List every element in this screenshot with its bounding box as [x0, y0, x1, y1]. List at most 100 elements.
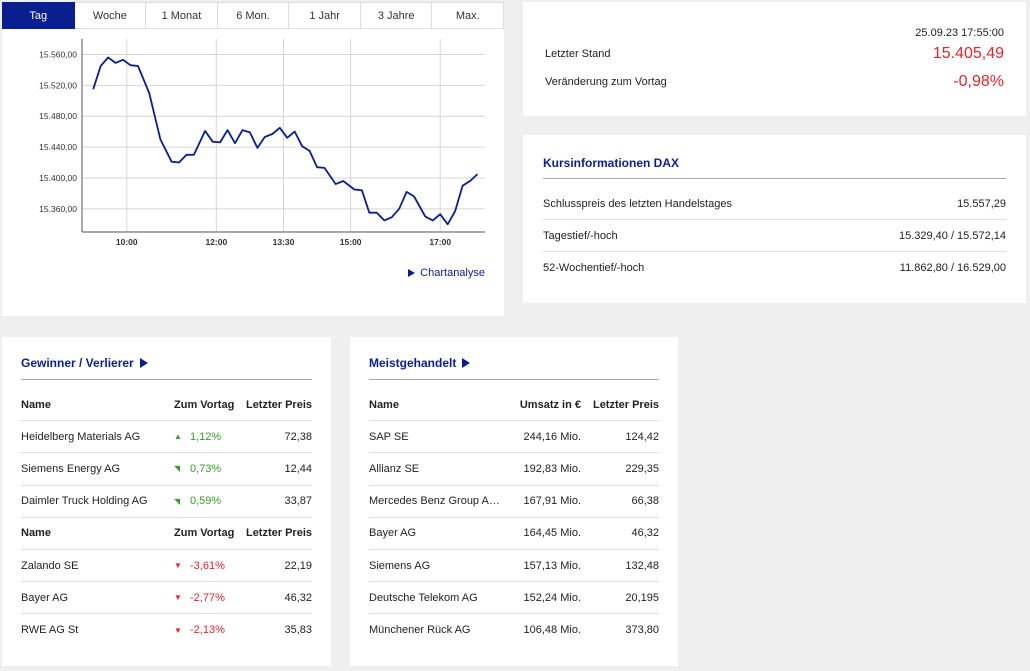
info-value: 15.557,29 [957, 197, 1006, 210]
table-header: Name Zum Vortag Letzter Preis [21, 518, 312, 550]
tab-1-year[interactable]: 1 Jahr [289, 2, 361, 29]
intraday-chart[interactable]: 15.360,00 15.400,00 15.440,00 15.480,00 15.5… [2, 29, 504, 259]
table-row[interactable]: Siemens Energy AG ◥ 0,73% 12,44 [21, 453, 312, 486]
arrow-down-icon: ▼ [174, 625, 182, 635]
stock-price: 229,35 [625, 462, 659, 475]
table-row[interactable]: Siemens AG 157,13 Mio. 132,48 [369, 550, 659, 583]
table-row[interactable]: Münchener Rück AG 106,48 Mio. 373,80 [369, 614, 659, 646]
col-volume: Umsatz in € [519, 398, 581, 411]
info-label: 52-Wochentief/-hoch [543, 262, 645, 274]
stock-name[interactable]: Bayer AG [21, 591, 69, 604]
stock-change: 0,59% [190, 495, 222, 508]
stock-volume: 244,16 Mio. [523, 430, 581, 443]
play-arrow-icon [139, 358, 148, 368]
stock-name[interactable]: Allianz SE [369, 462, 420, 475]
stock-volume: 167,91 Mio. [523, 495, 581, 508]
most-traded-table: Name Umsatz in € Letzter Preis SAP SE 24… [369, 389, 659, 647]
tab-1-month[interactable]: 1 Monat [146, 2, 218, 29]
stock-name[interactable]: Siemens AG [369, 559, 431, 572]
info-title: Kursinformationen DAX [543, 156, 680, 170]
stock-price: 72,38 [284, 430, 312, 443]
col-price: Letzter Preis [245, 398, 312, 411]
price-info-panel: Kursinformationen DAX Schlusspreis des l… [523, 135, 1026, 303]
stock-price: 124,42 [625, 430, 659, 443]
stock-volume: 192,83 Mio. [523, 462, 581, 475]
tab-max[interactable]: Max. [432, 2, 505, 29]
arrow-up-icon: ▲ [174, 432, 182, 442]
arrow-up-right-icon: ◥ [174, 464, 181, 474]
stock-name[interactable]: Heidelberg Materials AG [21, 430, 141, 443]
gainers-losers-panel: Gewinner / Verlierer Name Zum Vortag Let… [2, 337, 331, 666]
info-value: 11.862,80 / 16.529,00 [899, 262, 1006, 274]
stock-volume: 157,13 Mio. [523, 559, 581, 572]
stock-change: -3,61% [190, 559, 225, 572]
table-row[interactable]: Zalando SE ▼ -3,61% 22,19 [21, 550, 312, 583]
most-traded-panel: Meistgehandelt Name Umsatz in € Letzter … [350, 337, 678, 666]
tab-6-months[interactable]: 6 Mon. [217, 2, 290, 29]
info-row: Schlusspreis des letzten Handelstages 15… [543, 188, 1006, 220]
stock-name[interactable]: Bayer AG [369, 527, 417, 540]
table-row[interactable]: RWE AG St ▼ -2,13% 35,83 [21, 614, 312, 646]
table-row[interactable]: Bayer AG ▼ -2,77% 46,32 [21, 582, 312, 615]
stock-name[interactable]: Siemens Energy AG [21, 462, 121, 475]
x-tick-label: 13:30 [273, 237, 295, 247]
arrow-up-right-icon: ◥ [174, 496, 181, 506]
gainers-losers-title: Gewinner / Verlierer [21, 356, 134, 370]
table-row[interactable]: Daimler Truck Holding AG ◥ 0,59% 33,87 [21, 486, 312, 518]
change-row: Veränderung zum Vortag -0,98% [545, 73, 1004, 91]
quote-panel: 25.09.23 17:55:00 Letzter Stand 15.405,4… [523, 2, 1026, 116]
last-price-label: Letzter Stand [545, 48, 611, 60]
stock-price: 22,19 [284, 559, 312, 572]
divider [543, 178, 1006, 179]
info-row: Tagestief/-hoch 15.329,40 / 15.572,14 [543, 220, 1006, 252]
stock-price: 33,87 [284, 495, 312, 508]
gainers-losers-link[interactable]: Gewinner / Verlierer [21, 356, 148, 370]
col-change: Zum Vortag [174, 398, 235, 411]
info-label: Schlusspreis des letzten Handelstages [543, 197, 732, 210]
info-row: 52-Wochentief/-hoch 11.862,80 / 16.529,0… [543, 252, 1006, 284]
table-row[interactable]: Deutsche Telekom AG 152,24 Mio. 20,195 [369, 582, 659, 615]
x-tick-label: 12:00 [205, 237, 227, 247]
arrow-down-icon: ▼ [174, 593, 182, 603]
table-row[interactable]: SAP SE 244,16 Mio. 124,42 [369, 421, 659, 454]
stock-change: -2,13% [190, 624, 225, 637]
y-tick-label: 15.520,00 [39, 80, 77, 90]
stock-name[interactable]: Daimler Truck Holding AG [21, 495, 148, 508]
stock-name[interactable]: RWE AG St [21, 624, 79, 637]
period-tabs: Tag Woche 1 Monat 6 Mon. 1 Jahr 3 Jahre … [2, 2, 505, 29]
stock-price: 373,80 [625, 624, 659, 637]
chart-analysis-link[interactable]: Chartanalyse [408, 267, 485, 279]
stock-name[interactable]: Deutsche Telekom AG [369, 591, 478, 604]
col-name: Name [21, 398, 51, 411]
stock-name[interactable]: Münchener Rück AG [369, 624, 471, 637]
price-line [92, 56, 479, 226]
arrow-down-icon: ▼ [174, 561, 182, 571]
table-row[interactable]: Heidelberg Materials AG ▲ 1,12% 72,38 [21, 421, 312, 454]
tab-3-years[interactable]: 3 Jahre [360, 2, 433, 29]
stock-change: 1,12% [190, 430, 222, 443]
col-name: Name [369, 398, 399, 411]
x-tick-label: 17:00 [429, 237, 451, 247]
change-value: -0,98% [953, 73, 1004, 90]
y-tick-label: 15.360,00 [39, 204, 77, 214]
x-tick-label: 15:00 [340, 237, 362, 247]
stock-name[interactable]: SAP SE [369, 430, 409, 443]
col-name: Name [21, 527, 51, 540]
table-row[interactable]: Mercedes Benz Group AG ... 167,91 Mio. 6… [369, 486, 659, 518]
tab-week[interactable]: Woche [74, 2, 147, 29]
most-traded-link[interactable]: Meistgehandelt [369, 356, 471, 370]
table-row[interactable]: Allianz SE 192,83 Mio. 229,35 [369, 453, 659, 486]
y-tick-label: 15.440,00 [39, 142, 77, 152]
table-header: Name Umsatz in € Letzter Preis [369, 389, 659, 422]
y-tick-label: 15.480,00 [39, 111, 77, 121]
stock-name[interactable]: Zalando SE [21, 559, 79, 572]
x-tick-label: 10:00 [116, 237, 138, 247]
table-row[interactable]: Bayer AG 164,45 Mio. 46,32 [369, 518, 659, 550]
tab-day[interactable]: Tag [2, 2, 75, 29]
stock-price: 35,83 [284, 624, 312, 637]
divider [21, 379, 312, 380]
stock-volume: 164,45 Mio. [523, 527, 581, 540]
stock-name[interactable]: Mercedes Benz Group AG ... [369, 495, 501, 508]
stock-volume: 106,48 Mio. [523, 624, 581, 637]
y-tick-label: 15.400,00 [39, 173, 77, 183]
